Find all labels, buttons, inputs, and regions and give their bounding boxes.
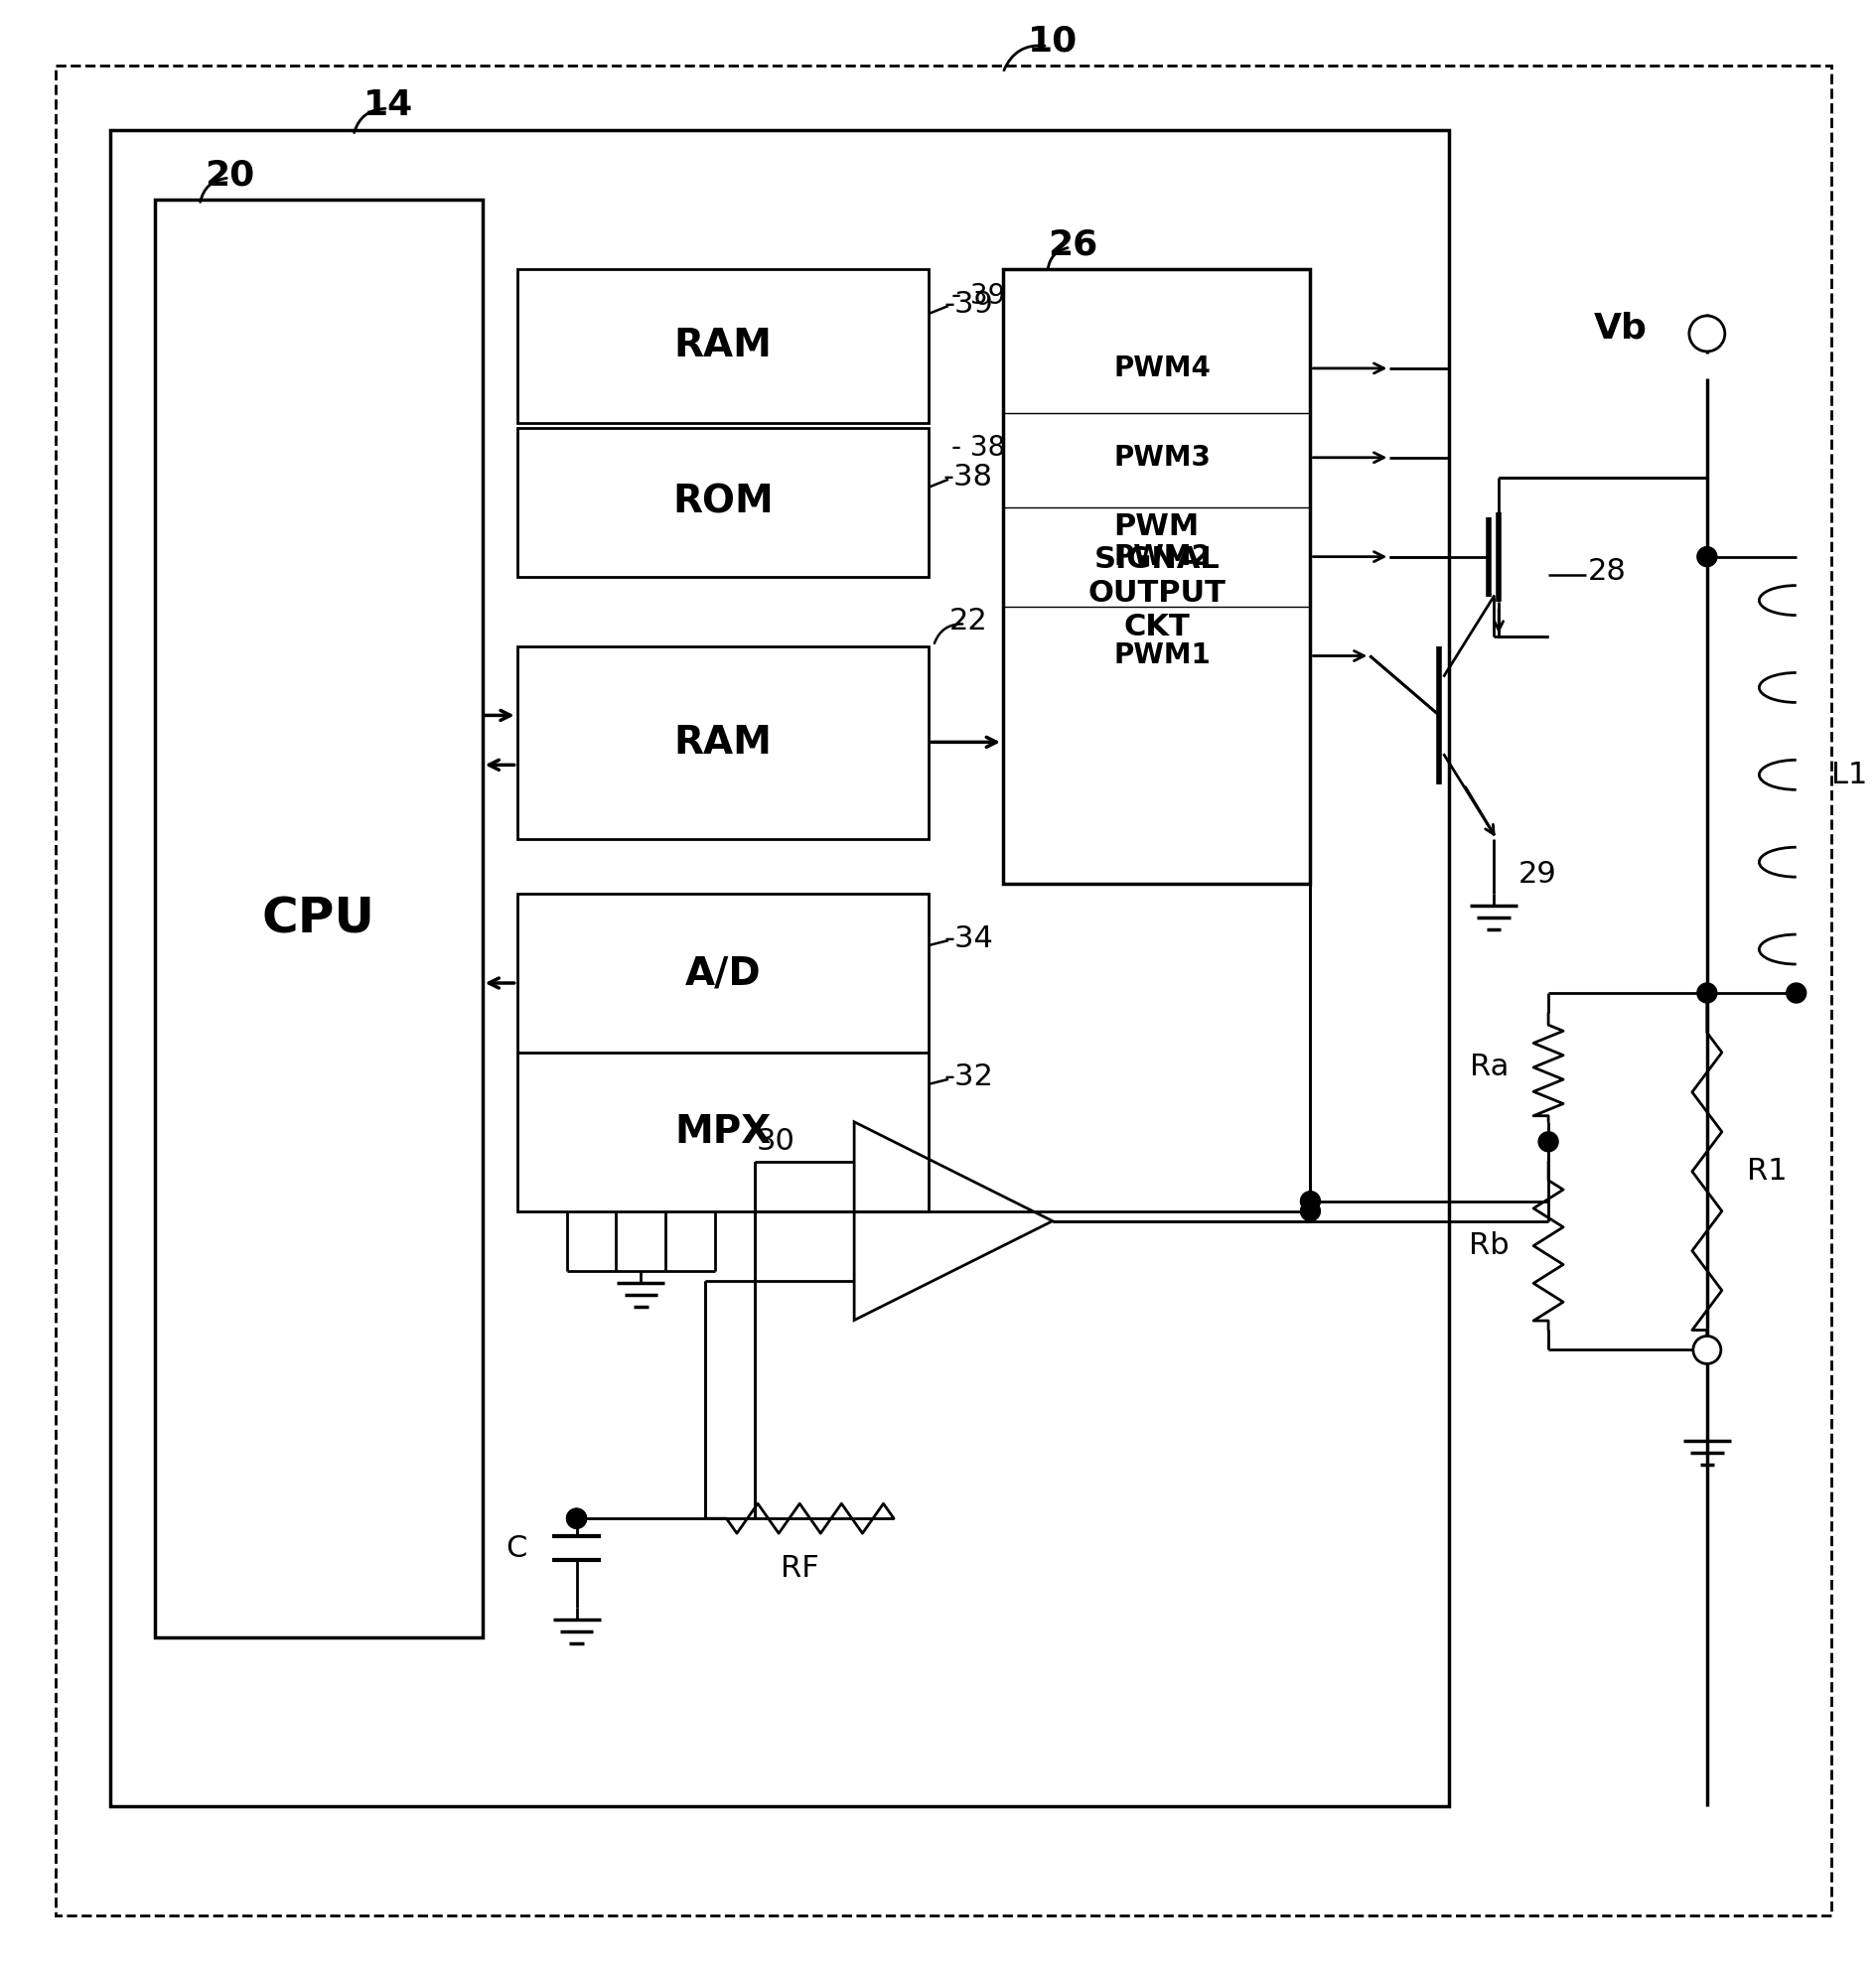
Text: Ra: Ra [1469,1053,1508,1083]
Text: -34: -34 [944,924,992,952]
Text: 20: 20 [204,158,255,192]
Circle shape [1300,1191,1319,1211]
Text: 10: 10 [1026,24,1077,57]
Bar [111,131,1448,1807]
Circle shape [1696,984,1717,1003]
Text: 26: 26 [1047,228,1097,261]
Text: RF: RF [780,1554,818,1583]
Circle shape [1692,1336,1720,1364]
Text: PWM3: PWM3 [1114,443,1210,471]
Text: C: C [505,1534,527,1563]
Text: MPX: MPX [673,1112,771,1150]
Bar [1002,269,1309,885]
Text: 30: 30 [756,1128,794,1156]
Text: -39: -39 [944,289,992,319]
Bar [516,427,929,576]
Text: PWM4: PWM4 [1114,354,1210,382]
Bar [516,645,929,839]
Text: - 38: - 38 [951,433,1004,461]
Text: ROM: ROM [672,483,773,520]
Bar [516,895,929,1211]
Circle shape [1786,984,1805,1003]
Bar [516,269,929,424]
Text: PWM1: PWM1 [1114,641,1210,669]
Text: 29: 29 [1518,859,1557,889]
Circle shape [1688,317,1724,352]
Circle shape [567,1508,585,1528]
Text: R1: R1 [1747,1158,1786,1185]
Text: RAM: RAM [673,327,771,364]
Text: PWM2: PWM2 [1114,542,1210,570]
Circle shape [1300,1201,1319,1221]
Text: -32: -32 [944,1063,992,1092]
Circle shape [1696,546,1717,566]
Circle shape [1538,1132,1557,1152]
Text: Rb: Rb [1467,1231,1508,1261]
Text: 14: 14 [362,89,413,123]
Text: 28: 28 [1587,558,1626,586]
Text: L1: L1 [1829,760,1867,790]
Text: PWM
SIGNAL
OUTPUT
CKT: PWM SIGNAL OUTPUT CKT [1086,513,1225,641]
Text: - 39: - 39 [951,283,1006,311]
Text: CPU: CPU [263,895,375,942]
Text: Vb: Vb [1593,313,1647,346]
Text: A/D: A/D [685,954,760,991]
Text: 22: 22 [949,608,987,635]
Bar [156,200,482,1637]
Text: -38: -38 [944,463,992,491]
Circle shape [567,1508,585,1528]
Circle shape [1696,1340,1717,1360]
Text: RAM: RAM [673,724,771,762]
